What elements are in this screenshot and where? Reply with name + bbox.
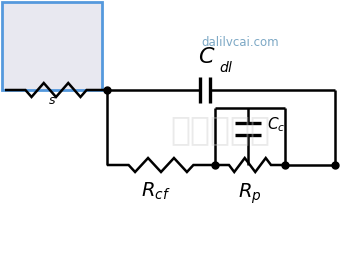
Text: $\mathit{dl}$: $\mathit{dl}$	[219, 60, 234, 75]
Text: $\mathit{C}$: $\mathit{C}$	[198, 47, 216, 67]
Text: 大沥铝材网: 大沥铝材网	[170, 114, 270, 146]
Text: $\mathit{R}_{\mathit{cf}}$: $\mathit{R}_{\mathit{cf}}$	[141, 181, 171, 202]
Text: $\mathit{R}_{\mathit{p}}$: $\mathit{R}_{\mathit{p}}$	[238, 181, 262, 205]
Bar	[2, 2, 102, 90]
Text: dalilvcai.com: dalilvcai.com	[201, 35, 279, 49]
Text: $\mathit{C}_\mathit{c}$: $\mathit{C}_\mathit{c}$	[267, 115, 285, 134]
Text: $s$: $s$	[48, 94, 56, 107]
